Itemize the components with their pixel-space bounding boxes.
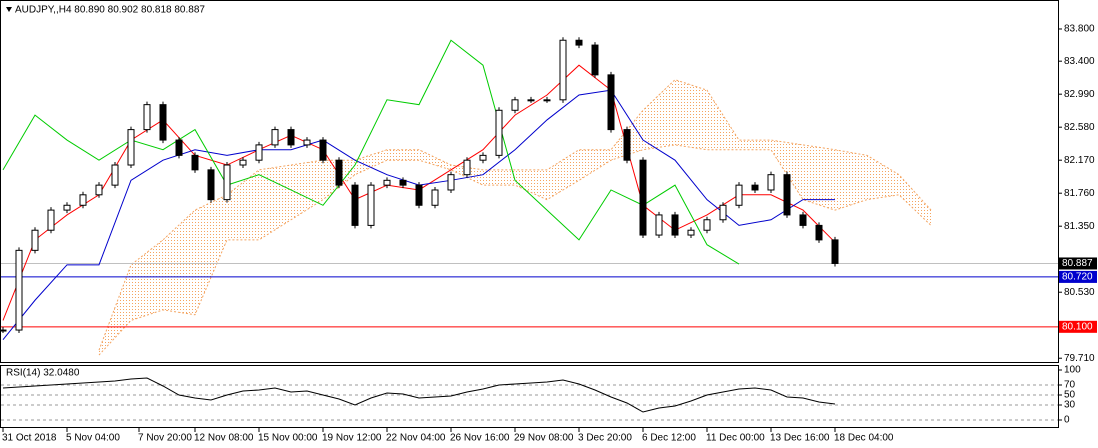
candle [719, 204, 727, 221]
x-tick-label: 3 Dec 20:00 [578, 433, 632, 444]
candle [367, 184, 375, 226]
candle [671, 214, 679, 236]
x-tick-label: 13 Dec 16:00 [770, 433, 830, 444]
candle [175, 139, 183, 156]
candle [15, 249, 23, 331]
x-tick-label: 5 Nov 04:00 [66, 433, 120, 444]
candle [623, 129, 631, 161]
candle [735, 184, 743, 206]
candle [479, 154, 487, 161]
y-tick-label: 80.530 [1064, 287, 1095, 298]
x-tick-label: 12 Nov 08:00 [194, 433, 254, 444]
candle [559, 39, 567, 101]
x-tick-label: 19 Nov 12:00 [322, 433, 382, 444]
rsi-pane [0, 365, 1059, 428]
x-tick-label: 22 Nov 04:00 [386, 433, 446, 444]
cloud-span-b [98, 144, 932, 356]
y-tick-label: 30 [1064, 400, 1076, 411]
menu-arrow[interactable] [6, 7, 12, 12]
candle [687, 229, 695, 236]
candle [79, 194, 87, 206]
x-tick-label: 6 Dec 12:00 [642, 433, 696, 444]
cloud-fill [99, 79, 931, 355]
x-tick-label: 29 Nov 08:00 [514, 433, 574, 444]
candle [159, 104, 167, 141]
price-label: 80.720 [1062, 272, 1093, 283]
candle [207, 169, 215, 201]
y-tick-label: 0 [1064, 415, 1070, 426]
candle [143, 104, 151, 131]
x-tick-label: 26 Nov 16:00 [450, 433, 510, 444]
candle [527, 99, 535, 102]
candle [447, 174, 455, 191]
y-tick-label: 100 [1064, 365, 1081, 376]
y-tick-label: 83.400 [1064, 56, 1095, 67]
rsi-title: RSI(14) 32.0480 [6, 368, 80, 379]
candle [271, 129, 279, 146]
y-tick-label: 83.800 [1064, 24, 1095, 35]
candle [223, 164, 231, 201]
y-tick-label: 50 [1064, 390, 1076, 401]
candle [431, 189, 439, 206]
price-label: 80.887 [1062, 258, 1093, 269]
candle [239, 159, 247, 166]
candle [399, 179, 407, 186]
price-label-box [1059, 270, 1097, 283]
candle [335, 159, 343, 186]
x-tick-label: 7 Nov 20:00 [138, 433, 192, 444]
candle [543, 99, 551, 102]
candle [639, 159, 647, 236]
chart-title: AUDJPY,,H4 80.890 80.902 80.818 80.887 [15, 5, 205, 16]
x-tick-label: 18 Dec 04:00 [834, 433, 894, 444]
x-tick-label: 15 Nov 00:00 [258, 433, 318, 444]
candle [47, 209, 55, 231]
candle [319, 139, 327, 161]
candle [63, 204, 71, 211]
candle [303, 139, 311, 146]
candle [415, 184, 423, 206]
candle [495, 109, 503, 156]
candle [0, 329, 7, 332]
candle [351, 184, 359, 226]
price-label-box [1059, 320, 1097, 333]
candle [799, 214, 807, 226]
y-tick-label: 82.990 [1064, 89, 1095, 100]
y-tick-label: 82.170 [1064, 155, 1095, 166]
price-label-box [1059, 257, 1097, 270]
rsi-line [2, 377, 836, 413]
candle [767, 174, 775, 191]
candle [255, 144, 263, 161]
candle [95, 184, 103, 196]
candle [191, 154, 199, 171]
candle [127, 129, 135, 166]
candle [655, 214, 663, 236]
candle [703, 219, 711, 231]
candle [383, 179, 391, 186]
x-tick-label: 11 Dec 00:00 [706, 433, 765, 444]
candle [111, 164, 119, 186]
price-label: 80.100 [1062, 321, 1093, 332]
candle [463, 159, 471, 176]
candle [575, 39, 583, 46]
candle [831, 239, 839, 264]
y-tick-label: 81.350 [1064, 221, 1095, 232]
y-tick-label: 81.760 [1064, 188, 1095, 199]
candle [783, 174, 791, 216]
candle [31, 229, 39, 251]
candle [751, 184, 759, 191]
y-tick-label: 70 [1064, 380, 1076, 391]
y-tick-label: 79.710 [1064, 353, 1095, 364]
x-tick-label: 31 Oct 2018 [2, 433, 57, 444]
candle [607, 74, 615, 131]
candle [287, 129, 295, 146]
candle [815, 224, 823, 241]
y-tick-label: 82.580 [1064, 122, 1095, 133]
candle [511, 99, 519, 111]
indicator-line [2, 39, 740, 265]
cloud-span-a [98, 79, 932, 351]
candle [591, 44, 599, 76]
